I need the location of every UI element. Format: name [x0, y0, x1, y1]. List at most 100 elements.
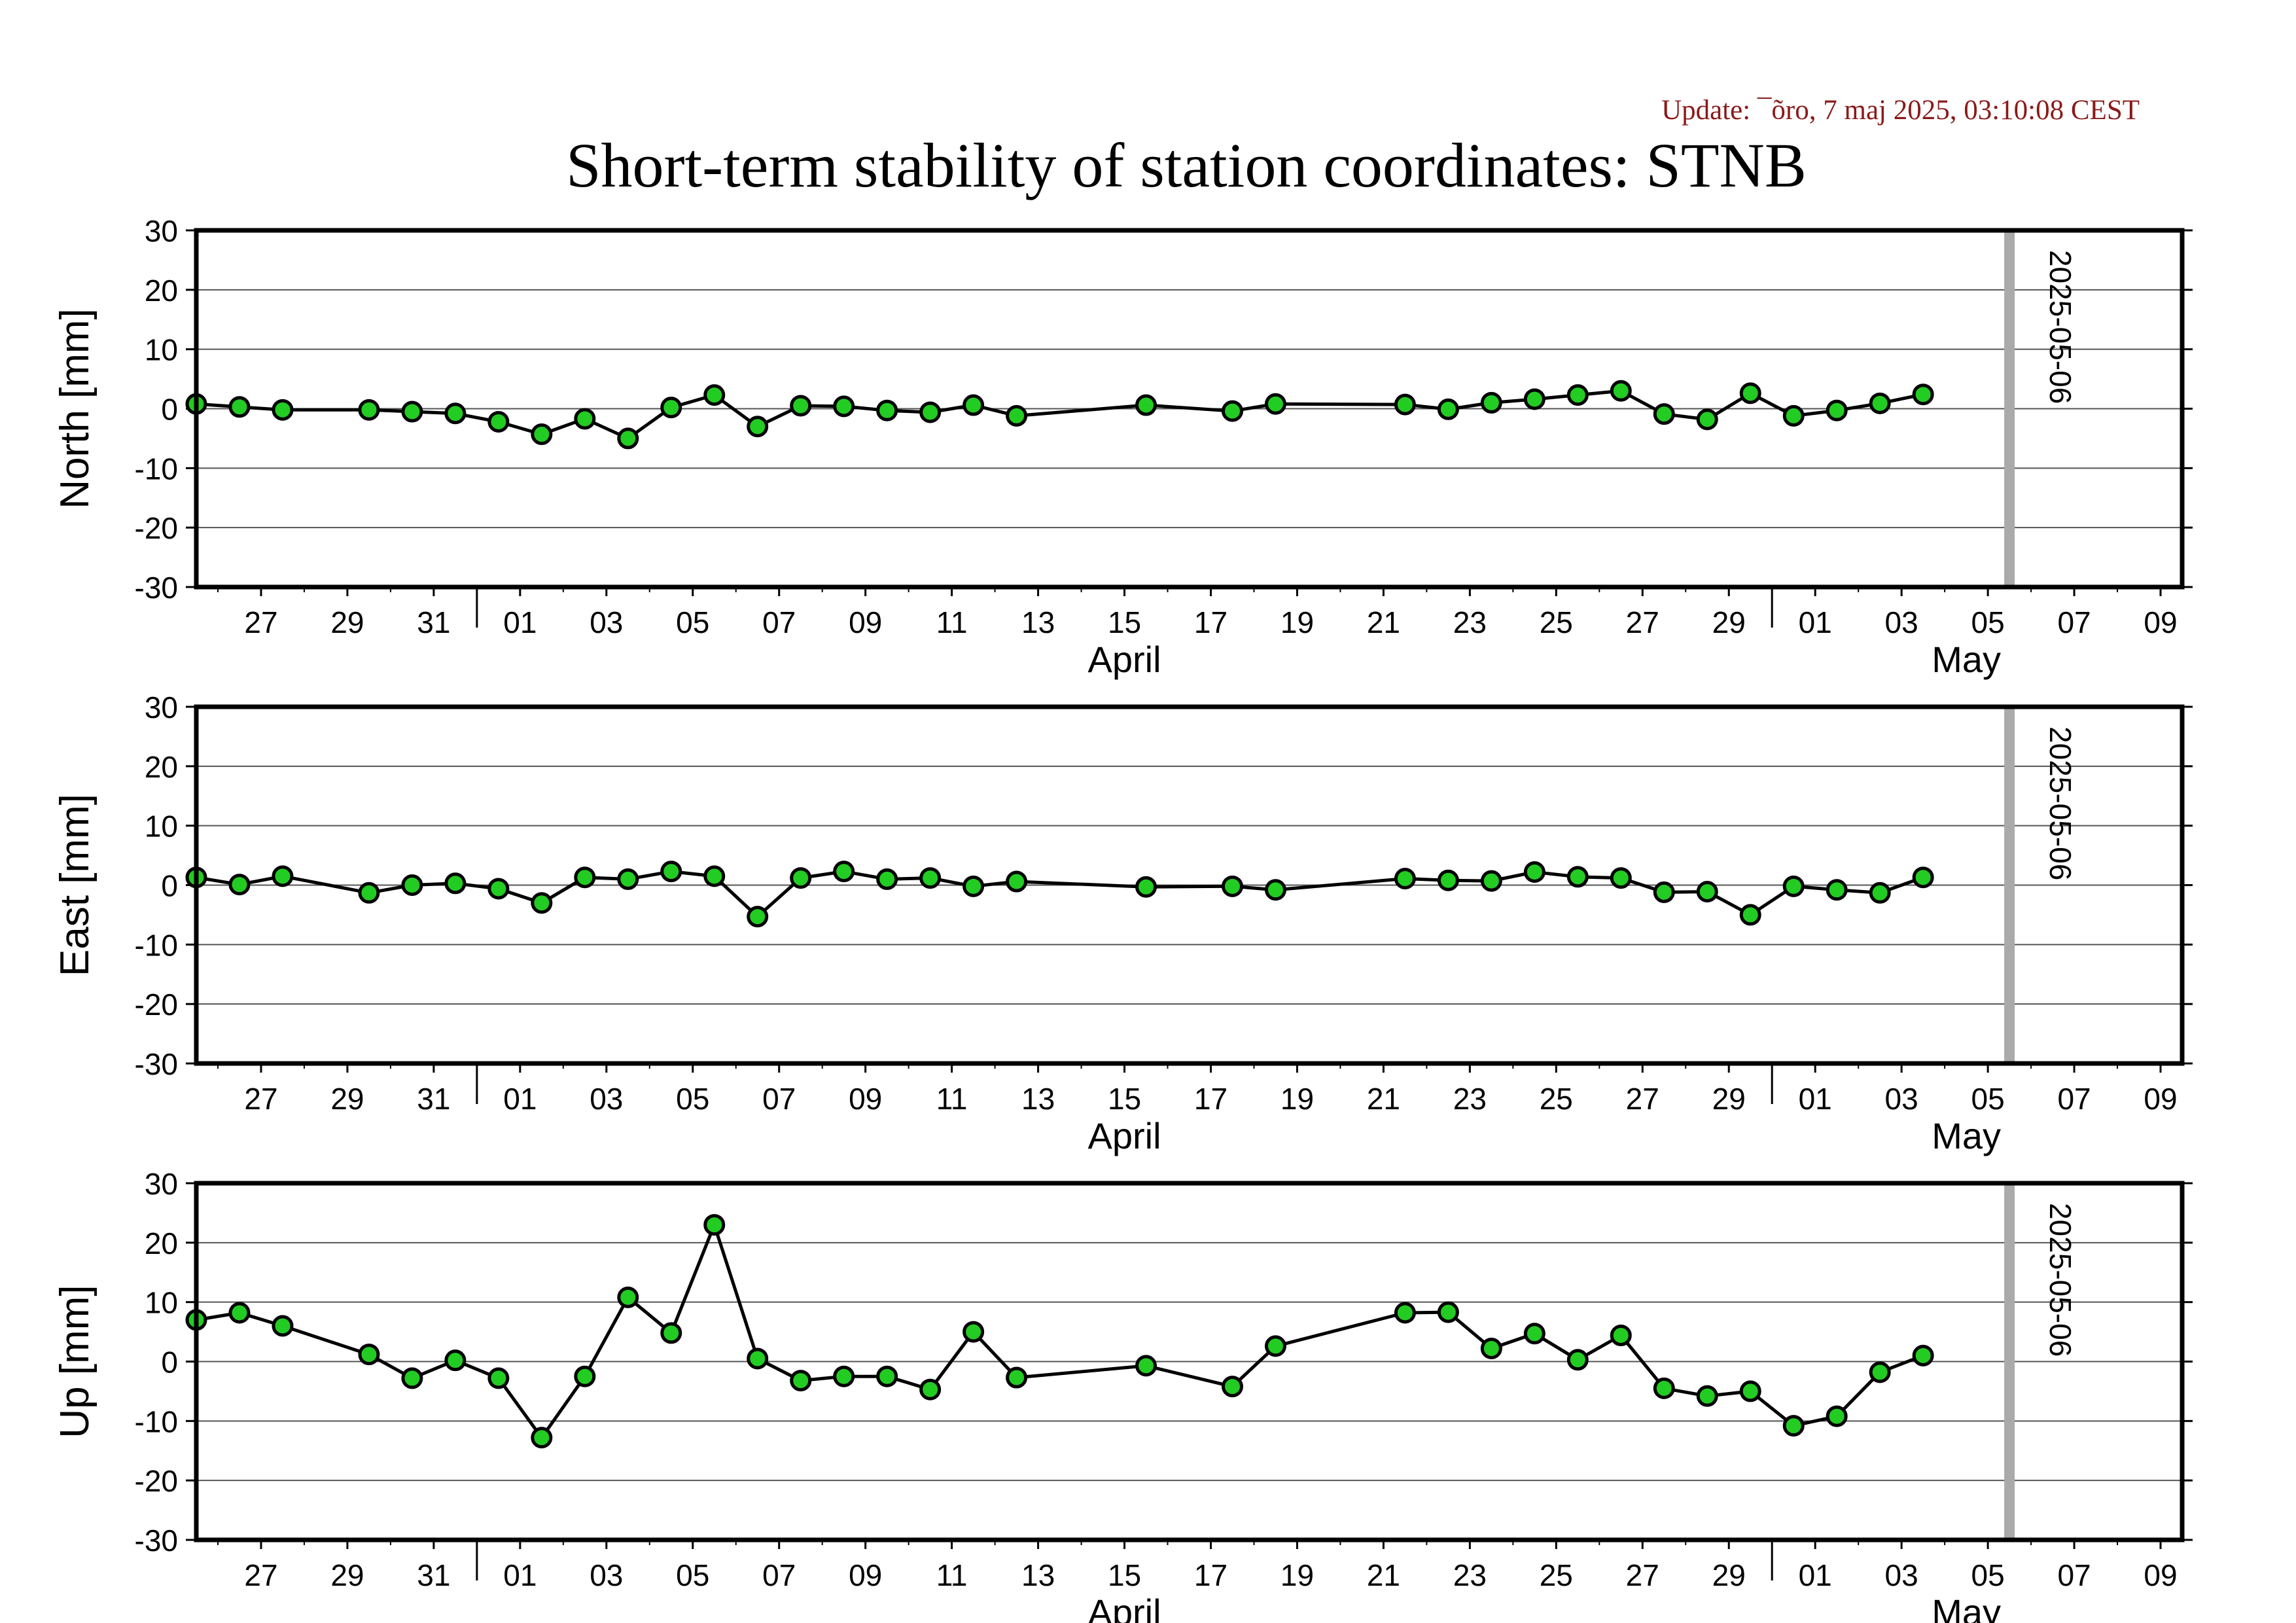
- x-tick-label: 27: [244, 605, 277, 639]
- x-tick-label: 27: [244, 1558, 277, 1592]
- data-point: [358, 1344, 380, 1366]
- x-tick-label: 09: [2144, 605, 2177, 639]
- data-point: [1739, 382, 1761, 404]
- x-tick-label: 13: [1021, 1082, 1055, 1116]
- y-tick-label: -10: [135, 928, 178, 962]
- data-point: [790, 867, 812, 889]
- data-point: [703, 865, 726, 887]
- y-tick-label: 30: [145, 214, 178, 248]
- x-tick-label: 29: [330, 1082, 364, 1116]
- data-point: [660, 1322, 682, 1344]
- month-label: April: [1088, 1115, 1161, 1156]
- data-point: [401, 874, 423, 896]
- data-point: [401, 1367, 423, 1389]
- x-tick-label: 05: [676, 1558, 709, 1592]
- data-point: [1566, 384, 1589, 406]
- data-point: [1782, 1415, 1805, 1437]
- data-point: [401, 401, 423, 423]
- data-point: [444, 1349, 467, 1372]
- x-tick-label: 01: [1799, 605, 1832, 639]
- x-tick-label: 25: [1540, 1558, 1573, 1592]
- y-axis-label: Up [mm]: [52, 1285, 97, 1438]
- x-tick-label: 11: [936, 605, 968, 639]
- x-tick-label: 03: [590, 1558, 623, 1592]
- month-label: May: [1932, 639, 2001, 680]
- data-point: [1006, 870, 1028, 893]
- x-tick-label: 23: [1453, 1082, 1487, 1116]
- data-point: [1221, 1376, 1243, 1398]
- x-tick-label: 29: [1712, 605, 1746, 639]
- y-tick-label: 0: [161, 1346, 178, 1380]
- x-tick-label: 29: [330, 605, 364, 639]
- data-point: [487, 1367, 510, 1389]
- data-point: [1782, 875, 1805, 897]
- x-tick-label: 03: [1885, 1082, 1918, 1116]
- x-tick-label: 07: [2057, 1558, 2091, 1592]
- data-point: [1264, 1335, 1286, 1357]
- data-point: [963, 394, 985, 416]
- y-axis-label: East [mm]: [52, 794, 97, 976]
- x-tick-label: 29: [330, 1558, 364, 1592]
- data-point: [1264, 393, 1286, 415]
- data-point: [272, 865, 294, 887]
- x-tick-label: 15: [1108, 605, 1141, 639]
- data-point: [790, 395, 812, 417]
- x-tick-label: 11: [936, 1082, 968, 1116]
- data-point: [833, 861, 855, 883]
- data-point: [487, 878, 510, 900]
- data-point: [1739, 1380, 1761, 1402]
- plot-frame: [194, 228, 2185, 590]
- data-point: [1394, 868, 1416, 890]
- data-point: [919, 1378, 942, 1400]
- data-point: [358, 399, 380, 421]
- x-tick-label: 23: [1453, 605, 1487, 639]
- x-tick-label: 27: [244, 1082, 277, 1116]
- y-tick-label: -30: [135, 571, 178, 605]
- data-point: [1912, 383, 1934, 406]
- data-point: [1869, 882, 1891, 904]
- x-tick-label: 17: [1194, 1558, 1227, 1592]
- data-point: [876, 1365, 898, 1387]
- data-point: [1912, 1344, 1934, 1366]
- data-point: [1610, 867, 1632, 889]
- data-point: [1696, 1385, 1718, 1407]
- x-tick-label: 21: [1367, 605, 1400, 639]
- x-tick-label: 25: [1540, 605, 1573, 639]
- x-tick-label: 01: [503, 1558, 537, 1592]
- y-tick-label: -20: [135, 988, 178, 1022]
- data-point: [228, 874, 251, 896]
- x-tick-label: 27: [1626, 1082, 1659, 1116]
- data-point: [272, 399, 294, 421]
- data-point: [1221, 400, 1243, 422]
- y-tick-label: 0: [161, 869, 178, 903]
- y-tick-label: 20: [145, 274, 178, 308]
- data-point: [1653, 1377, 1675, 1399]
- y-tick-label: 30: [145, 690, 178, 724]
- x-tick-label: 19: [1280, 1558, 1314, 1592]
- x-tick-label: 23: [1453, 1558, 1487, 1592]
- x-tick-label: 07: [762, 1082, 796, 1116]
- x-tick-label: 09: [849, 1082, 882, 1116]
- y-tick-label: 20: [145, 1226, 178, 1260]
- series-line: [196, 1223, 1924, 1440]
- data-point: [747, 1347, 769, 1370]
- x-tick-label: 13: [1021, 605, 1055, 639]
- x-tick-label: 05: [1971, 605, 2005, 639]
- y-tick-label: 10: [145, 810, 178, 844]
- data-point: [833, 1365, 855, 1387]
- data-point: [228, 396, 251, 418]
- panel-2: 30 20 10 0 -10 -20 -30 Up [mm] 2025-05-06 27 29 31 0…: [52, 1167, 2193, 1623]
- y-tick-label: -20: [135, 511, 178, 545]
- data-point: [531, 1427, 553, 1449]
- month-label: April: [1088, 1592, 1161, 1623]
- data-point: [1221, 875, 1243, 897]
- y-tick-label: 20: [145, 750, 178, 784]
- y-tick-label: -30: [135, 1524, 178, 1558]
- data-point: [1135, 394, 1157, 416]
- y-tick-label: 30: [145, 1167, 178, 1201]
- panels: 30 20 10 0 -10 -20 -30 North [mm] 2025-05-06 27 29…: [52, 214, 2193, 1623]
- month-label: April: [1088, 639, 1161, 680]
- data-point: [444, 402, 467, 425]
- data-point: [1566, 1349, 1589, 1371]
